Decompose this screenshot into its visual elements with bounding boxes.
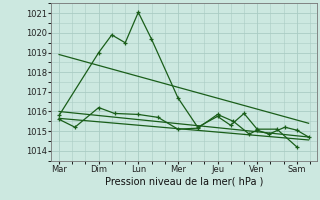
X-axis label: Pression niveau de la mer( hPa ): Pression niveau de la mer( hPa ) [105,177,263,187]
